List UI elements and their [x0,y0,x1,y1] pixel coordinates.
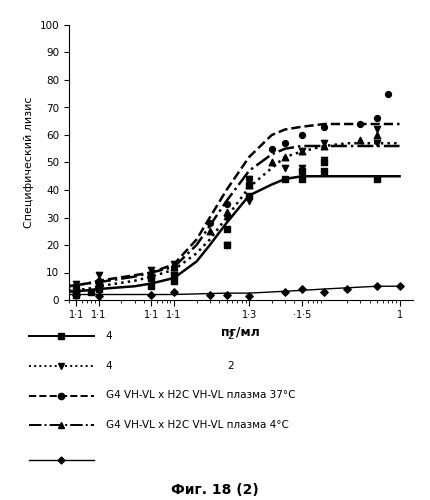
Point [321,142,328,150]
Point [298,148,305,156]
Point [282,139,289,147]
Point [246,180,252,188]
Point [73,285,80,293]
Point [223,224,230,232]
Point [95,285,102,293]
Point [298,131,305,139]
Point [384,90,391,98]
Point [73,290,80,298]
Point [223,241,230,249]
Point [282,175,289,183]
Point [268,158,275,166]
Point [282,288,289,296]
Point [246,175,252,183]
Point [148,271,155,279]
Point [148,274,155,282]
Point [148,290,155,298]
Point [223,214,230,222]
Text: G4 VH-VL x H2C VH-VL плазма 4°C: G4 VH-VL x H2C VH-VL плазма 4°C [106,420,289,430]
X-axis label: пг/мл: пг/мл [221,326,260,339]
Text: 4: 4 [106,331,113,341]
Point [171,271,178,279]
Point [246,197,252,205]
Point [321,122,328,130]
Point [73,285,80,293]
Point [95,292,102,300]
Point [321,139,328,147]
Text: Фиг. 18 (2): Фиг. 18 (2) [171,484,259,498]
Y-axis label: Специфический лизис: Специфический лизис [24,97,34,228]
Point [73,290,80,298]
Point [223,241,230,249]
Point [321,167,328,175]
Point [223,290,230,298]
Text: 4: 4 [106,361,113,371]
Point [171,263,178,271]
Point [298,167,305,175]
Point [298,175,305,183]
Point [206,290,213,298]
Point [171,288,178,296]
Point [246,175,252,183]
Point [298,285,305,293]
Text: 2: 2 [227,361,234,371]
Point [268,145,275,153]
Point [396,282,403,290]
Point [171,260,178,268]
Point [374,131,381,139]
Point [298,164,305,172]
Point [374,175,381,183]
Point [374,139,381,147]
Text: G4 VH-VL x H2C VH-VL плазма 37°C: G4 VH-VL x H2C VH-VL плазма 37°C [106,390,295,400]
Point [73,280,80,287]
Point [374,114,381,122]
Point [171,271,178,279]
Point [171,263,178,271]
Point [223,200,230,208]
Point [344,285,350,293]
Point [298,148,305,156]
Point [357,136,364,144]
Point [95,280,102,287]
Point [246,292,252,300]
Point [282,164,289,172]
Point [206,227,213,235]
Text: 2: 2 [227,331,234,341]
Point [88,288,95,296]
Point [148,266,155,274]
Point [148,274,155,282]
Point [246,192,252,200]
Point [206,219,213,227]
Point [282,153,289,161]
Point [357,120,364,128]
Point [321,158,328,166]
Point [171,277,178,285]
Point [95,282,102,290]
Point [73,285,80,293]
Point [95,277,102,285]
Point [148,282,155,290]
Point [223,208,230,216]
Point [374,126,381,134]
Point [374,282,381,290]
Point [73,290,80,298]
Point [148,271,155,279]
Point [321,156,328,164]
Point [246,180,252,188]
Point [321,288,328,296]
Point [95,277,102,285]
Point [95,271,102,279]
